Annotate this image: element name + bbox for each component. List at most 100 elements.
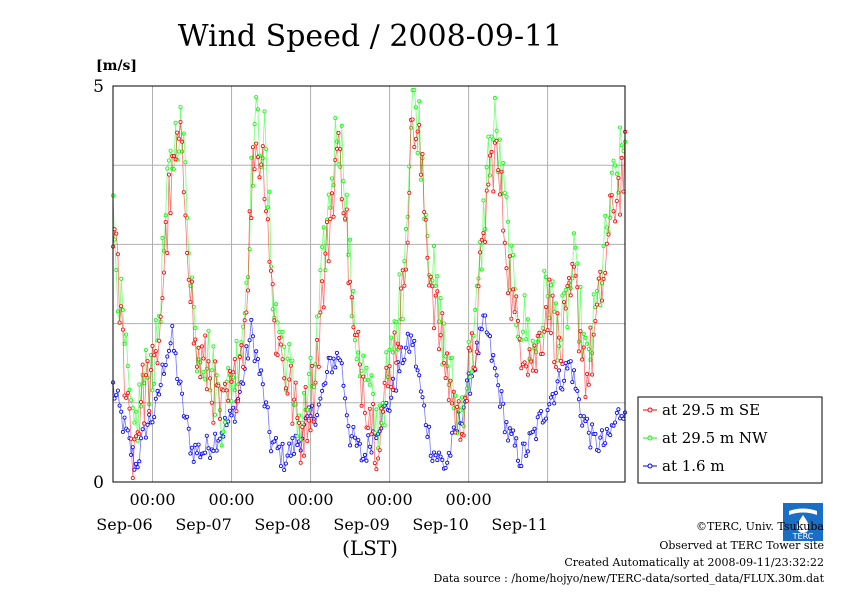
- data-point: [509, 431, 514, 436]
- data-point: [255, 107, 260, 112]
- data-point: [369, 450, 374, 455]
- data-point: [250, 334, 255, 339]
- data-point: [168, 341, 173, 346]
- data-point: [186, 277, 191, 282]
- chart-title: Wind Speed / 2008-09-11: [178, 19, 563, 54]
- data-point: [262, 196, 267, 201]
- data-point: [512, 310, 517, 315]
- data-point: [511, 253, 516, 258]
- x-day-label: Sep-09: [333, 515, 389, 534]
- data-point: [603, 441, 608, 446]
- data-point: [412, 144, 417, 149]
- data-point: [575, 285, 580, 290]
- x-time-tick-label: 00:00: [208, 490, 254, 509]
- data-point: [176, 136, 181, 141]
- data-point: [252, 167, 257, 172]
- data-point: [389, 385, 394, 390]
- data-point: [604, 225, 609, 230]
- data-point: [550, 279, 555, 284]
- data-point: [273, 435, 278, 440]
- data-point: [189, 445, 194, 450]
- data-point: [492, 366, 497, 371]
- data-point: [320, 244, 325, 249]
- data-point: [160, 362, 165, 367]
- data-point: [450, 355, 455, 360]
- data-point: [433, 283, 438, 288]
- data-point: [491, 137, 496, 142]
- data-point: [244, 280, 249, 285]
- data-point: [446, 450, 451, 455]
- data-point: [298, 448, 303, 453]
- data-point: [232, 419, 237, 424]
- data-point: [323, 381, 328, 386]
- data-point: [539, 409, 544, 414]
- data-point: [245, 288, 250, 293]
- data-point: [285, 453, 290, 458]
- data-point: [283, 461, 288, 466]
- data-point: [468, 391, 473, 396]
- data-point: [362, 410, 367, 415]
- data-point: [292, 397, 297, 402]
- data-point: [542, 268, 547, 273]
- data-point: [338, 164, 343, 169]
- data-point: [552, 401, 557, 406]
- data-point: [534, 368, 539, 373]
- data-point: [255, 356, 260, 361]
- data-point: [540, 325, 545, 330]
- data-point: [527, 347, 532, 352]
- data-point: [581, 414, 586, 419]
- data-point: [206, 359, 211, 364]
- data-point: [267, 259, 272, 264]
- data-point: [601, 276, 606, 281]
- data-point: [604, 426, 609, 431]
- data-point: [348, 443, 353, 448]
- data-point: [553, 301, 558, 306]
- x-time-tick-label: 00:00: [129, 490, 175, 509]
- data-point: [287, 342, 292, 347]
- data-point: [206, 328, 211, 333]
- data-point: [348, 279, 353, 284]
- data-point: [282, 344, 287, 349]
- data-point: [303, 384, 308, 389]
- data-point: [356, 329, 361, 334]
- data-point: [153, 349, 158, 354]
- data-point: [125, 428, 130, 433]
- data-point: [364, 458, 369, 463]
- data-point: [413, 364, 418, 369]
- data-point: [415, 150, 420, 155]
- data-point: [387, 364, 392, 369]
- data-point: [586, 430, 591, 435]
- data-point: [152, 415, 157, 420]
- data-point: [557, 335, 562, 340]
- data-point: [316, 402, 321, 407]
- data-point: [380, 409, 385, 414]
- data-point: [502, 240, 507, 245]
- data-point: [548, 395, 553, 400]
- data-point: [502, 430, 507, 435]
- data-point: [185, 250, 190, 255]
- data-point: [153, 396, 158, 401]
- data-point: [226, 398, 231, 403]
- data-point: [168, 211, 173, 216]
- data-point: [130, 475, 135, 480]
- data-point: [514, 436, 519, 441]
- data-point: [616, 175, 621, 180]
- data-point: [417, 99, 422, 104]
- data-point: [611, 423, 616, 428]
- data-point: [501, 401, 506, 406]
- data-point: [389, 335, 394, 340]
- data-point: [329, 176, 334, 181]
- data-point: [157, 392, 162, 397]
- data-point: [563, 306, 568, 311]
- data-point: [446, 397, 451, 402]
- data-point: [272, 439, 277, 444]
- data-point: [366, 433, 371, 438]
- x-time-tick-label: 00:00: [446, 490, 492, 509]
- data-point: [606, 232, 611, 237]
- data-point: [395, 341, 400, 346]
- data-point: [268, 268, 273, 273]
- data-point: [290, 436, 295, 441]
- data-point: [410, 342, 415, 347]
- data-point: [473, 307, 478, 312]
- data-point: [137, 459, 142, 464]
